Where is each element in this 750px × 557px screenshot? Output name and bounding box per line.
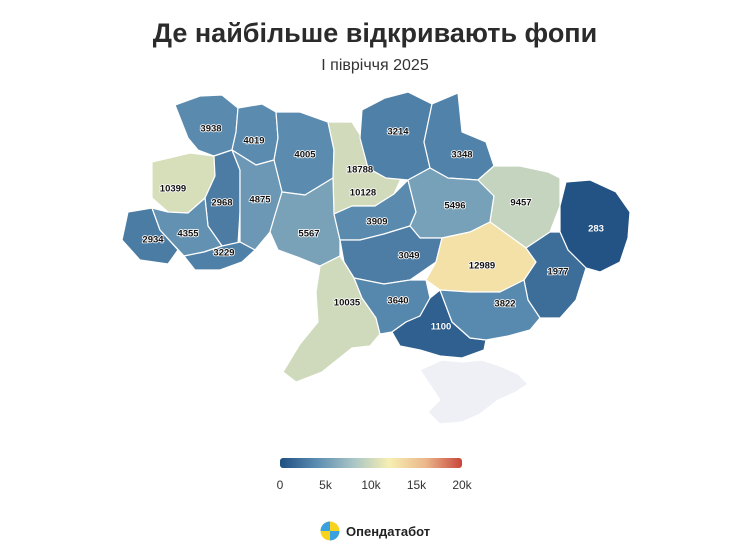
region-value-label: 3909 <box>366 217 387 228</box>
region-value-label: 1100 <box>431 322 452 333</box>
legend-tick: 10k <box>361 478 381 492</box>
region-Донецька[interactable] <box>523 231 587 319</box>
region-value-label: 18788 <box>347 165 373 176</box>
region-value-label: 4019 <box>243 136 264 147</box>
region-value-label: 3822 <box>494 299 515 310</box>
legend-tick: 20k <box>452 478 472 492</box>
region-value-label: 3229 <box>213 248 234 259</box>
region-value-label: 3214 <box>387 127 409 138</box>
region-value-label: 12989 <box>469 261 495 272</box>
region-value-label: 5496 <box>444 201 465 212</box>
region-Луганська[interactable] <box>559 179 631 273</box>
region-value-label: 3348 <box>451 150 472 161</box>
legend-ticks: 0 5k 10k 15k 20k <box>276 478 472 494</box>
legend-tick: 15k <box>406 478 427 492</box>
region-value-label: 4005 <box>294 150 316 161</box>
region-value-label: 3049 <box>398 251 419 262</box>
region-value-label: 3640 <box>387 296 408 307</box>
region-value-label: 4355 <box>177 229 199 240</box>
legend-tick: 0 <box>276 478 284 492</box>
region-value-label: 10399 <box>160 184 186 195</box>
region-value-label: 10128 <box>350 188 376 199</box>
region-value-label: 2934 <box>142 235 164 246</box>
region-value-label: 9457 <box>510 198 531 209</box>
map-title: Де найбільше відкривають фопи <box>152 18 598 48</box>
region-Сумська[interactable] <box>423 92 495 181</box>
legend-color-scale <box>280 458 462 468</box>
brand-footer[interactable]: Опендатабот <box>320 520 430 542</box>
region-Чернівецька[interactable] <box>183 241 256 271</box>
region-Запорізька[interactable] <box>439 279 541 341</box>
region-value-label: 1977 <box>547 267 568 278</box>
region-value-label: 4875 <box>249 195 271 206</box>
region-value-label: 10035 <box>334 298 361 309</box>
region-value-label: 2968 <box>211 198 232 209</box>
region-value-label: 5567 <box>298 229 319 240</box>
legend-tick: 5k <box>319 478 332 492</box>
region-Одеська[interactable] <box>282 255 381 383</box>
opendatabot-logo-icon <box>320 521 340 541</box>
region-value-label: 283 <box>588 224 604 235</box>
map-subtitle: І півріччя 2025 <box>321 57 429 74</box>
region-АР Крим[interactable] <box>419 359 529 425</box>
brand-name: Опендатабот <box>346 523 431 539</box>
region-value-label: 3938 <box>200 124 221 135</box>
